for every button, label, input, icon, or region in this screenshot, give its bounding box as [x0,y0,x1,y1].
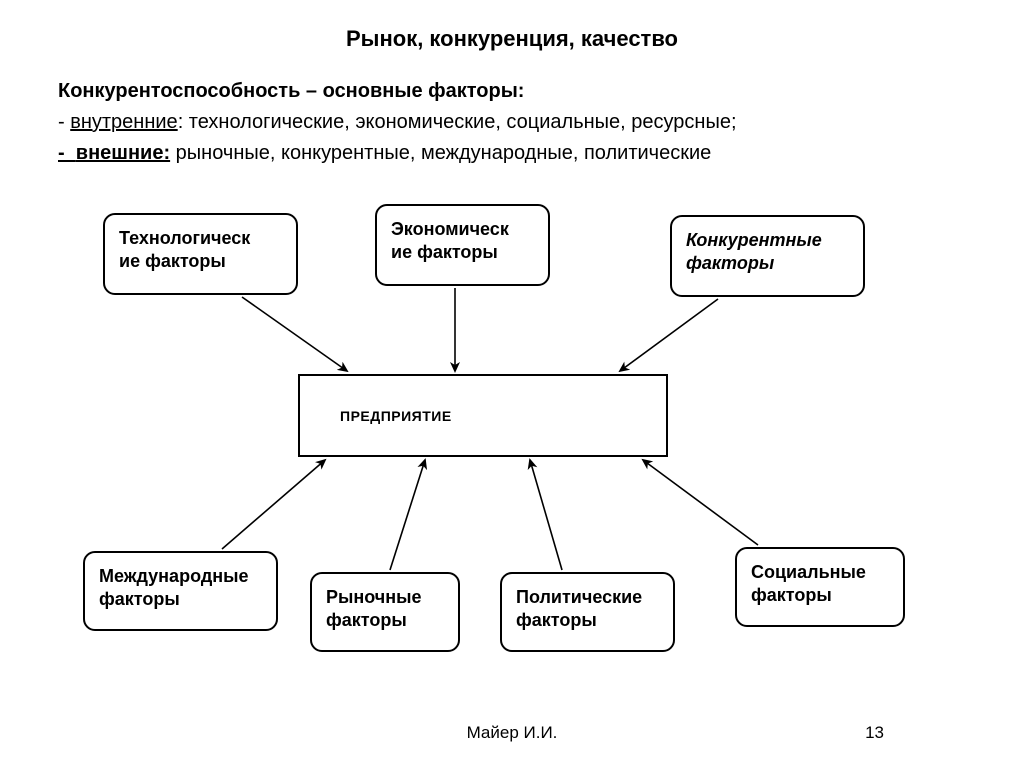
arrow-intl [222,460,325,549]
node-market-line1: Рыночные [326,587,422,607]
node-polit-line2: факторы [516,609,659,632]
footer-page-number: 13 [865,723,884,743]
external-rest: рыночные, конкурентные, международные, п… [176,142,712,164]
node-social-line2: факторы [751,584,889,607]
intro-lead-text: Конкурентоспособность – основные факторы… [58,80,524,102]
slide: Рынок, конкуренция, качество Конкурентос… [0,0,1024,767]
node-social: Социальныефакторы [735,547,905,627]
internal-label: внутренние [70,111,177,133]
center-label: ПРЕДПРИЯТИЕ [340,408,452,424]
center-node-enterprise: ПРЕДПРИЯТИЕ [298,374,668,457]
node-tech: Технологические факторы [103,213,298,295]
node-tech-line1: Технологическ [119,228,250,248]
node-social-line1: Социальные [751,562,866,582]
arrow-comp [620,299,718,371]
arrow-tech [242,297,347,371]
external-prefix: - [58,142,76,164]
node-intl: Международныефакторы [83,551,278,631]
node-econ-line1: Экономическ [391,219,509,239]
node-market-line2: факторы [326,609,444,632]
node-econ: Экономические факторы [375,204,550,286]
node-comp-line1: Конкурентные [686,230,822,250]
intro-external-line: - внешние: рыночные, конкурентные, между… [58,138,958,169]
intro-internal-line: - внутренние: технологические, экономиче… [58,107,958,138]
node-intl-line2: факторы [99,588,262,611]
internal-rest: : технологические, экономические, социал… [178,111,737,133]
node-polit-line1: Политические [516,587,642,607]
intro-block: Конкурентоспособность – основные факторы… [58,76,958,169]
arrow-polit [530,460,562,570]
node-polit: Политическиефакторы [500,572,675,652]
node-econ-line2: ие факторы [391,241,534,264]
page-title: Рынок, конкуренция, качество [0,26,1024,52]
node-tech-line2: ие факторы [119,250,282,273]
node-comp-line2: факторы [686,252,849,275]
node-market: Рыночныефакторы [310,572,460,652]
node-intl-line1: Международные [99,566,249,586]
intro-lead: Конкурентоспособность – основные факторы… [58,76,958,107]
arrow-social [643,460,758,545]
arrow-market [390,460,425,570]
external-label: внешние: [76,142,170,164]
node-comp: Конкурентныефакторы [670,215,865,297]
